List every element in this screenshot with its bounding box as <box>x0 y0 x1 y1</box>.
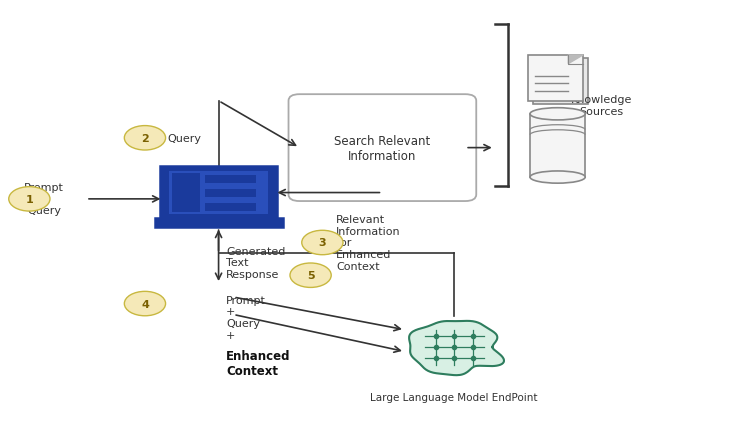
FancyBboxPatch shape <box>530 115 585 178</box>
Text: Large Language Model EndPoint: Large Language Model EndPoint <box>370 392 538 402</box>
Text: Enhanced
Context: Enhanced Context <box>226 350 290 378</box>
Polygon shape <box>409 321 504 375</box>
FancyBboxPatch shape <box>172 173 200 213</box>
Text: Knowledge
Sources: Knowledge Sources <box>571 95 632 117</box>
Circle shape <box>124 126 166 151</box>
Text: 4: 4 <box>141 299 149 309</box>
Text: Search Relevant
Information: Search Relevant Information <box>334 134 431 162</box>
Text: 1: 1 <box>25 194 33 205</box>
Polygon shape <box>568 56 583 64</box>
Text: Query: Query <box>167 134 201 144</box>
Text: 2: 2 <box>141 134 149 144</box>
Circle shape <box>124 292 166 316</box>
Text: Prompt
+
Query
+: Prompt + Query + <box>226 295 266 340</box>
FancyBboxPatch shape <box>533 59 588 105</box>
Circle shape <box>302 231 343 255</box>
FancyBboxPatch shape <box>205 176 256 184</box>
Text: Prompt
+
Query: Prompt + Query <box>24 183 64 216</box>
Text: 5: 5 <box>307 271 314 281</box>
Circle shape <box>9 187 50 212</box>
FancyBboxPatch shape <box>154 218 283 228</box>
Ellipse shape <box>530 172 585 184</box>
FancyBboxPatch shape <box>288 95 476 201</box>
FancyBboxPatch shape <box>205 203 256 211</box>
Text: Generated
Text
Response: Generated Text Response <box>226 246 285 279</box>
Text: 3: 3 <box>319 238 326 248</box>
Text: Relevant
Information
for
Enhanced
Context: Relevant Information for Enhanced Contex… <box>336 215 401 271</box>
Circle shape <box>290 263 331 288</box>
FancyBboxPatch shape <box>160 166 276 220</box>
Ellipse shape <box>530 109 585 120</box>
FancyBboxPatch shape <box>528 56 583 102</box>
FancyBboxPatch shape <box>169 172 268 215</box>
FancyBboxPatch shape <box>205 189 256 197</box>
